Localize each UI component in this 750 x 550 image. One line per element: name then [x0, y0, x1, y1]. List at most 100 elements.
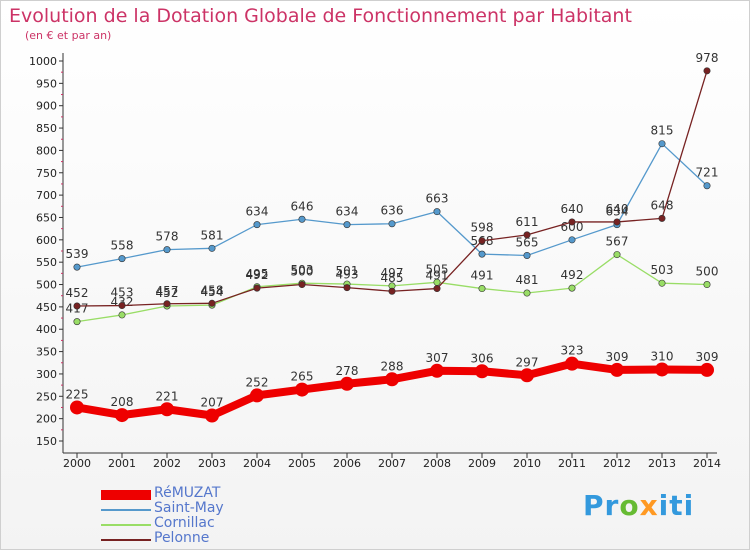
y-tick-label: 750 [36, 167, 57, 180]
legend-label: Pelonne [154, 530, 210, 546]
data-point [475, 364, 489, 379]
y-tick-label: 300 [36, 368, 57, 381]
data-point [478, 250, 486, 258]
data-point [385, 372, 399, 387]
data-point [118, 302, 126, 310]
legend-label: Cornillac [154, 515, 215, 531]
x-tick-label: 2002 [153, 457, 181, 470]
data-label: 815 [651, 124, 674, 138]
data-point [703, 281, 711, 289]
data-point [388, 287, 396, 295]
data-label: 636 [381, 204, 404, 218]
data-point [478, 237, 486, 245]
y-tick-label: 150 [36, 435, 57, 448]
data-label: 634 [246, 205, 269, 219]
legend-label: Saint-May [154, 500, 224, 516]
data-point [523, 251, 531, 259]
data-point [163, 246, 171, 254]
data-point [253, 284, 261, 292]
data-label: 492 [561, 268, 584, 282]
data-point [208, 244, 216, 252]
data-point [118, 311, 126, 319]
data-point [658, 140, 666, 148]
data-label: 221 [156, 389, 179, 403]
data-label: 310 [651, 349, 674, 363]
y-tick-label: 550 [36, 256, 57, 269]
y-tick-label: 900 [36, 100, 57, 113]
data-label: 640 [606, 202, 629, 216]
data-label: 500 [696, 265, 719, 279]
data-point [70, 400, 84, 415]
x-tick-label: 2009 [468, 457, 496, 470]
data-point [115, 408, 129, 423]
data-point [658, 279, 666, 287]
data-point [208, 299, 216, 307]
y-tick-label: 800 [36, 144, 57, 157]
data-label: 567 [606, 235, 629, 249]
y-tick-label: 650 [36, 211, 57, 224]
chart-subtitle: (en € et par an) [25, 29, 112, 42]
x-tick-label: 2010 [513, 457, 541, 470]
x-tick-label: 2000 [63, 457, 91, 470]
data-point [610, 362, 624, 377]
x-tick-label: 2003 [198, 457, 226, 470]
data-label: 539 [66, 247, 89, 261]
data-point [703, 67, 711, 75]
data-label: 598 [471, 221, 494, 235]
data-label: 648 [651, 198, 674, 212]
x-tick-label: 2005 [288, 457, 316, 470]
data-point [430, 363, 444, 378]
y-tick-label: 350 [36, 346, 57, 359]
data-label: 307 [426, 351, 449, 365]
data-label: 978 [696, 51, 719, 65]
data-label: 611 [516, 215, 539, 229]
data-label: 491 [426, 269, 449, 283]
x-tick-label: 2006 [333, 457, 361, 470]
chart-title: Evolution de la Dotation Globale de Fonc… [9, 5, 632, 27]
data-point [655, 362, 669, 377]
data-label: 452 [66, 286, 89, 300]
x-tick-label: 2011 [558, 457, 586, 470]
data-label: 565 [516, 235, 539, 249]
data-label: 288 [381, 359, 404, 373]
data-point [253, 221, 261, 229]
y-tick-label: 200 [36, 413, 57, 426]
legend-swatch [101, 524, 151, 526]
data-point [388, 220, 396, 228]
data-point [205, 408, 219, 423]
data-point [568, 284, 576, 292]
y-tick-label: 600 [36, 234, 57, 247]
data-point [568, 236, 576, 244]
data-label: 309 [606, 350, 629, 364]
data-label: 265 [291, 370, 314, 384]
proxiti-logo: Proxiti [583, 489, 695, 522]
data-point [298, 215, 306, 223]
x-tick-label: 2007 [378, 457, 406, 470]
data-label: 323 [561, 344, 584, 358]
data-label: 497 [381, 266, 404, 280]
data-point [433, 285, 441, 293]
data-label: 495 [246, 267, 269, 281]
legend-swatch [101, 490, 151, 500]
data-point [520, 368, 534, 383]
legend-label: RéMUZAT [154, 485, 221, 501]
data-point [343, 284, 351, 292]
data-point [163, 300, 171, 308]
data-label: 309 [696, 350, 719, 364]
data-label: 640 [561, 202, 584, 216]
data-label: 454 [201, 285, 224, 299]
data-label: 225 [66, 387, 89, 401]
data-label: 453 [111, 286, 134, 300]
data-point [613, 251, 621, 259]
data-label: 634 [336, 205, 359, 219]
data-point [160, 402, 174, 417]
data-label: 663 [426, 192, 449, 206]
data-label: 458 [201, 283, 224, 297]
data-label: 646 [291, 199, 314, 213]
x-tick-label: 2008 [423, 457, 451, 470]
data-label: 491 [471, 269, 494, 283]
data-point [73, 318, 81, 326]
y-tick-label: 250 [36, 390, 57, 403]
